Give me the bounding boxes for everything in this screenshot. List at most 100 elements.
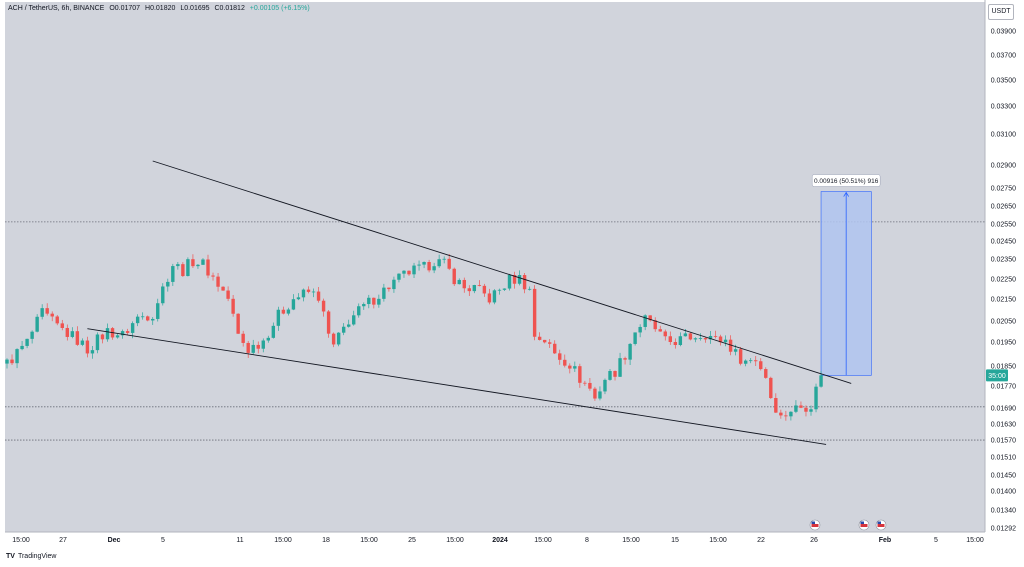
- candle-body[interactable]: [593, 388, 597, 399]
- candle-body[interactable]: [467, 288, 471, 292]
- candle-body[interactable]: [693, 338, 698, 340]
- candle-body[interactable]: [166, 281, 170, 287]
- upper-trendline[interactable]: [152, 160, 852, 384]
- candle-body[interactable]: [633, 332, 637, 344]
- candle-body[interactable]: [558, 353, 562, 360]
- candle-body[interactable]: [668, 336, 672, 343]
- candle-body[interactable]: [216, 276, 220, 287]
- candle-body[interactable]: [30, 331, 34, 339]
- candle-body[interactable]: [804, 407, 808, 412]
- candle-body[interactable]: [643, 315, 647, 327]
- candle-body[interactable]: [452, 268, 456, 285]
- candle-body[interactable]: [362, 304, 366, 307]
- candle-body[interactable]: [286, 309, 291, 314]
- candle-body[interactable]: [673, 342, 678, 346]
- candle-body[interactable]: [266, 337, 270, 341]
- candle-body[interactable]: [733, 349, 738, 352]
- candle-body[interactable]: [301, 289, 306, 298]
- candle-body[interactable]: [492, 290, 497, 303]
- candle-body[interactable]: [799, 405, 803, 408]
- candle-body[interactable]: [352, 315, 356, 325]
- candle-body[interactable]: [306, 289, 311, 292]
- candle-body[interactable]: [749, 360, 753, 362]
- candle-body[interactable]: [497, 289, 502, 291]
- candle-body[interactable]: [140, 316, 145, 318]
- candle-body[interactable]: [437, 259, 441, 267]
- candle-body[interactable]: [40, 308, 44, 317]
- candle-body[interactable]: [25, 338, 29, 346]
- candle-body[interactable]: [618, 358, 622, 377]
- candle-body[interactable]: [482, 285, 487, 294]
- candle-body[interactable]: [517, 275, 522, 284]
- candle-body[interactable]: [663, 331, 667, 337]
- candle-body[interactable]: [367, 297, 371, 305]
- candle-body[interactable]: [603, 379, 607, 392]
- candle-body[interactable]: [522, 275, 527, 290]
- candle-body[interactable]: [326, 311, 331, 334]
- candle-body[interactable]: [537, 336, 542, 340]
- candle-body[interactable]: [276, 309, 281, 326]
- candle-body[interactable]: [703, 338, 708, 340]
- candle-body[interactable]: [477, 285, 482, 286]
- candle-body[interactable]: [638, 326, 642, 333]
- candle-body[interactable]: [502, 288, 507, 290]
- candle-body[interactable]: [357, 306, 361, 316]
- candle-body[interactable]: [291, 299, 296, 310]
- candle-body[interactable]: [814, 386, 818, 410]
- candle-body[interactable]: [723, 339, 728, 343]
- price-axis[interactable]: [985, 0, 1024, 532]
- candle-body[interactable]: [754, 360, 758, 362]
- candle-body[interactable]: [548, 342, 552, 344]
- candle-body[interactable]: [764, 369, 768, 378]
- candle-body[interactable]: [698, 338, 703, 339]
- candle-body[interactable]: [422, 262, 426, 265]
- candle-body[interactable]: [261, 340, 265, 349]
- candle-body[interactable]: [588, 382, 592, 389]
- candle-body[interactable]: [156, 303, 160, 319]
- candle-body[interactable]: [688, 333, 693, 340]
- candle-body[interactable]: [743, 360, 748, 364]
- candle-body[interactable]: [708, 335, 713, 340]
- candle-body[interactable]: [161, 286, 165, 304]
- candle-body[interactable]: [90, 350, 95, 354]
- candle-body[interactable]: [211, 275, 215, 277]
- candle-body[interactable]: [392, 279, 396, 290]
- candle-body[interactable]: [65, 327, 69, 337]
- candle-body[interactable]: [105, 328, 110, 340]
- candle-body[interactable]: [573, 366, 577, 369]
- candle-body[interactable]: [316, 291, 321, 301]
- candle-body[interactable]: [718, 336, 723, 343]
- candle-body[interactable]: [432, 266, 436, 271]
- candle-body[interactable]: [769, 377, 773, 399]
- candle-body[interactable]: [583, 382, 587, 384]
- candle-body[interactable]: [784, 415, 788, 417]
- candle-body[interactable]: [15, 349, 19, 364]
- candle-body[interactable]: [221, 286, 225, 291]
- candle-body[interactable]: [563, 359, 567, 366]
- candle-body[interactable]: [819, 375, 823, 387]
- candle-body[interactable]: [728, 339, 733, 352]
- candle-body[interactable]: [186, 259, 190, 277]
- candle-body[interactable]: [527, 288, 532, 290]
- candle-body[interactable]: [542, 339, 547, 343]
- candle-body[interactable]: [75, 331, 80, 345]
- candle-body[interactable]: [382, 287, 386, 299]
- candle-body[interactable]: [648, 315, 652, 321]
- lower-trendline[interactable]: [87, 328, 827, 445]
- candle-body[interactable]: [347, 324, 351, 327]
- candle-body[interactable]: [442, 258, 446, 260]
- candle-body[interactable]: [231, 298, 235, 314]
- candle-body[interactable]: [397, 273, 401, 280]
- candle-body[interactable]: [115, 335, 120, 338]
- candle-body[interactable]: [759, 361, 763, 370]
- candle-body[interactable]: [553, 343, 557, 354]
- candle-body[interactable]: [226, 290, 230, 299]
- candle-body[interactable]: [653, 320, 657, 330]
- candle-body[interactable]: [532, 288, 537, 337]
- candle-body[interactable]: [372, 297, 376, 305]
- candle-body[interactable]: [70, 331, 75, 337]
- candle-body[interactable]: [472, 285, 477, 292]
- candle-body[interactable]: [331, 333, 336, 345]
- candle-body[interactable]: [80, 340, 85, 345]
